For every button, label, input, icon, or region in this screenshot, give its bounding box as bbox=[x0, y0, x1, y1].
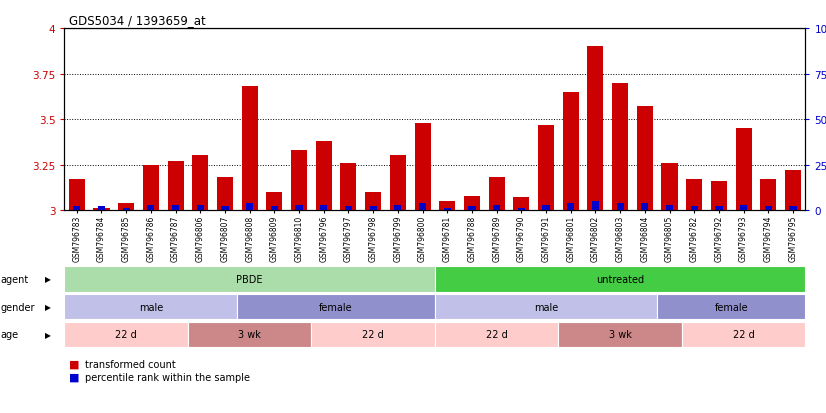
Bar bbox=[740, 205, 748, 211]
Text: male: male bbox=[534, 302, 558, 312]
Bar bbox=[518, 209, 525, 211]
Text: 22 d: 22 d bbox=[116, 330, 137, 339]
Text: agent: agent bbox=[1, 274, 29, 284]
Bar bbox=[242, 87, 258, 211]
Bar bbox=[415, 123, 430, 211]
Bar bbox=[468, 207, 476, 211]
Bar bbox=[785, 171, 801, 211]
Bar bbox=[513, 198, 529, 211]
Text: 3 wk: 3 wk bbox=[609, 330, 632, 339]
Text: ■: ■ bbox=[69, 359, 79, 369]
Bar bbox=[715, 207, 723, 211]
Text: 22 d: 22 d bbox=[363, 330, 384, 339]
Bar bbox=[217, 178, 233, 211]
Bar bbox=[172, 205, 179, 211]
Text: percentile rank within the sample: percentile rank within the sample bbox=[85, 372, 250, 382]
Text: 22 d: 22 d bbox=[486, 330, 507, 339]
Bar bbox=[296, 205, 302, 211]
Bar bbox=[444, 209, 451, 211]
Bar bbox=[790, 207, 796, 211]
Text: male: male bbox=[139, 302, 163, 312]
Text: ■: ■ bbox=[69, 372, 79, 382]
Text: female: female bbox=[714, 302, 748, 312]
Text: 22 d: 22 d bbox=[733, 330, 754, 339]
Bar bbox=[369, 207, 377, 211]
Bar bbox=[320, 205, 327, 211]
Bar bbox=[765, 207, 772, 211]
Bar bbox=[493, 205, 501, 211]
Bar bbox=[641, 203, 648, 211]
Text: age: age bbox=[1, 330, 19, 339]
Bar bbox=[97, 207, 105, 211]
Bar bbox=[246, 203, 254, 211]
Bar bbox=[394, 205, 401, 211]
Text: ▶: ▶ bbox=[45, 330, 51, 339]
Bar bbox=[587, 47, 604, 211]
Text: ▶: ▶ bbox=[45, 275, 51, 284]
Text: transformed count: transformed count bbox=[85, 359, 176, 369]
Bar bbox=[221, 207, 229, 211]
Text: gender: gender bbox=[1, 302, 36, 312]
Bar bbox=[197, 205, 204, 211]
Bar bbox=[616, 203, 624, 211]
Bar bbox=[340, 164, 357, 211]
Bar bbox=[365, 192, 381, 211]
Text: female: female bbox=[320, 302, 353, 312]
Bar bbox=[591, 202, 599, 211]
Bar bbox=[760, 180, 776, 211]
Bar bbox=[711, 182, 727, 211]
Bar bbox=[637, 107, 653, 211]
Bar bbox=[489, 178, 505, 211]
Bar bbox=[316, 142, 332, 211]
Bar bbox=[122, 209, 130, 211]
Bar bbox=[662, 164, 677, 211]
Bar bbox=[691, 207, 698, 211]
Bar bbox=[464, 196, 480, 211]
Bar bbox=[291, 151, 307, 211]
Bar bbox=[147, 205, 154, 211]
Bar bbox=[143, 165, 159, 211]
Bar bbox=[271, 207, 278, 211]
Bar bbox=[93, 209, 110, 211]
Text: GDS5034 / 1393659_at: GDS5034 / 1393659_at bbox=[69, 14, 206, 27]
Text: untreated: untreated bbox=[596, 274, 644, 284]
Bar bbox=[666, 205, 673, 211]
Bar bbox=[567, 203, 574, 211]
Bar bbox=[439, 202, 455, 211]
Bar bbox=[344, 207, 352, 211]
Bar bbox=[390, 156, 406, 211]
Bar bbox=[168, 161, 183, 211]
Bar bbox=[118, 203, 134, 211]
Text: PBDE: PBDE bbox=[236, 274, 263, 284]
Bar bbox=[74, 207, 80, 211]
Bar bbox=[736, 129, 752, 211]
Bar bbox=[538, 125, 554, 211]
Bar bbox=[266, 192, 282, 211]
Bar bbox=[686, 180, 702, 211]
Bar bbox=[563, 93, 579, 211]
Text: 3 wk: 3 wk bbox=[238, 330, 261, 339]
Bar bbox=[69, 180, 85, 211]
Bar bbox=[419, 203, 426, 211]
Bar bbox=[612, 83, 628, 211]
Bar bbox=[192, 156, 208, 211]
Bar bbox=[543, 205, 549, 211]
Text: ▶: ▶ bbox=[45, 302, 51, 311]
